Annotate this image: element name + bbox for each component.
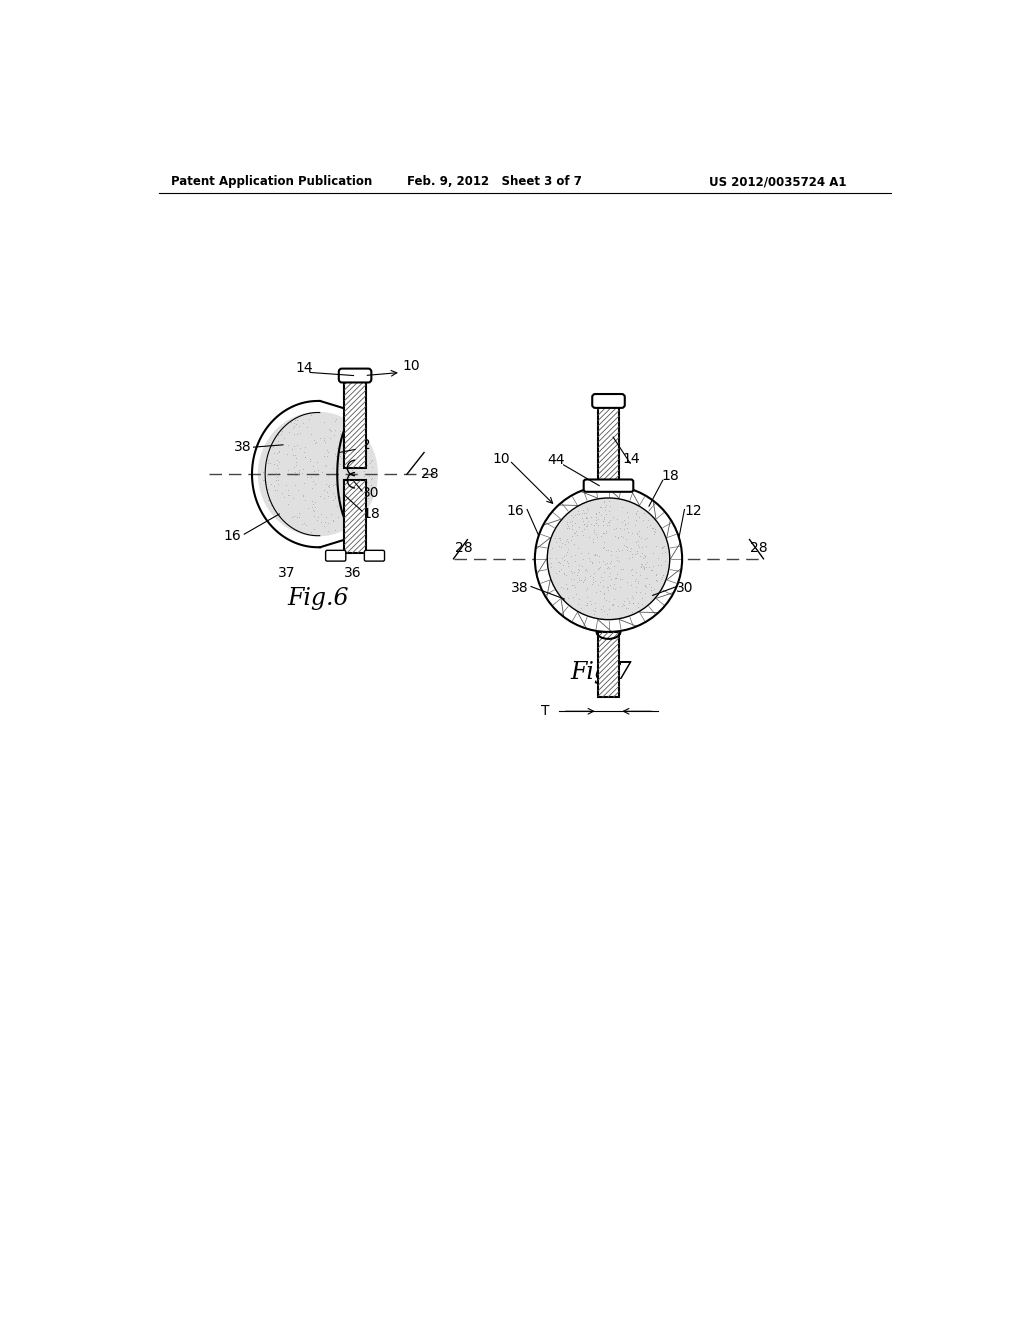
Bar [598,632,620,697]
Text: 18: 18 [662,469,679,483]
Text: Fig.6: Fig.6 [287,587,348,610]
FancyBboxPatch shape [326,550,346,561]
Text: 28: 28 [421,467,438,480]
Text: 16: 16 [224,529,242,543]
Text: Feb. 9, 2012   Sheet 3 of 7: Feb. 9, 2012 Sheet 3 of 7 [407,176,582,189]
Text: 38: 38 [233,440,252,454]
Bar [344,379,366,469]
Text: 12: 12 [685,504,702,517]
Text: 10: 10 [493,451,510,466]
Text: 12: 12 [353,438,371,451]
Text: US 2012/0035724 A1: US 2012/0035724 A1 [710,176,847,189]
Text: 36: 36 [344,566,361,579]
FancyBboxPatch shape [339,368,372,383]
Circle shape [535,486,682,632]
Text: 16: 16 [507,504,524,517]
FancyBboxPatch shape [365,550,385,561]
Ellipse shape [258,412,378,536]
Text: 30: 30 [676,581,693,595]
Text: 14: 14 [296,360,313,375]
Text: 37: 37 [279,566,296,579]
Text: 44: 44 [547,453,564,467]
Text: Patent Application Publication: Patent Application Publication [171,176,372,189]
FancyBboxPatch shape [584,479,633,492]
Circle shape [547,498,670,619]
Bar [344,480,366,553]
Text: 10: 10 [402,359,420,374]
Text: T: T [541,705,549,718]
Text: 28: 28 [455,541,473,554]
Circle shape [547,498,670,619]
Text: 28: 28 [750,541,767,554]
Bar [598,405,620,486]
Text: 30: 30 [362,486,380,500]
Text: 38: 38 [511,581,528,595]
Text: 18: 18 [362,507,380,521]
Circle shape [548,499,669,619]
FancyBboxPatch shape [592,395,625,408]
Text: 14: 14 [623,451,641,466]
Text: Fig.7: Fig.7 [570,661,632,684]
